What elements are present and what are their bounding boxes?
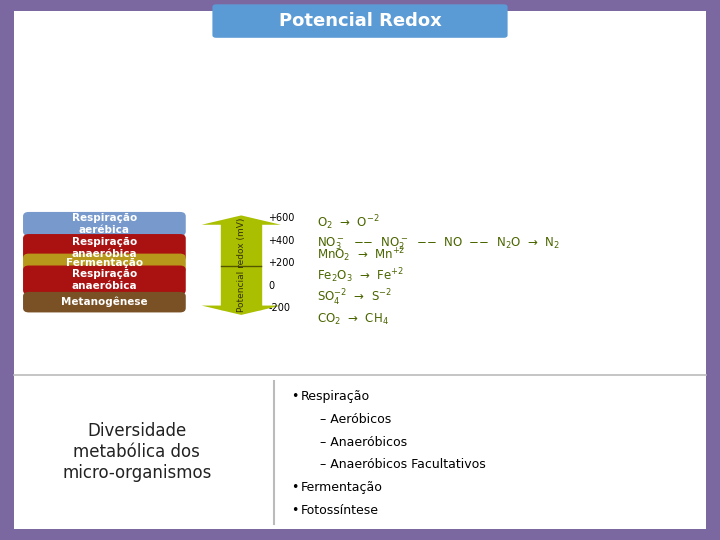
FancyBboxPatch shape [23,266,186,295]
FancyBboxPatch shape [212,4,508,38]
Text: SO$_4^{-2}$  →  S$^{-2}$: SO$_4^{-2}$ → S$^{-2}$ [317,288,392,308]
Text: -200: -200 [269,303,290,313]
Polygon shape [202,215,281,225]
Text: Respiração
anaeróbica: Respiração anaeróbica [71,237,138,259]
Text: •: • [292,481,299,494]
Text: MnO$_2$  →  Mn$^{+2}$: MnO$_2$ → Mn$^{+2}$ [317,245,405,264]
Text: Potencial Redox: Potencial Redox [279,12,441,30]
Text: Diversidade
metabólica dos
micro-organismos: Diversidade metabólica dos micro-organis… [62,422,212,482]
Text: NO$_3^-$  −−  NO$_2^-$  −−  NO  −−  N$_2$O  →  N$_2$: NO$_3^-$ −− NO$_2^-$ −− NO −− N$_2$O → N… [317,235,560,252]
Text: •: • [292,504,299,517]
Text: Fotossíntese: Fotossíntese [301,504,379,517]
Text: Fermentação: Fermentação [301,481,383,494]
FancyBboxPatch shape [23,254,186,273]
FancyBboxPatch shape [23,234,186,261]
Text: +600: +600 [269,213,294,224]
Text: Respiração
aerébica: Respiração aerébica [72,213,137,235]
Text: Fermentação: Fermentação [66,259,143,268]
Text: 0: 0 [269,281,274,291]
Text: – Aeróbicos: – Aeróbicos [320,413,392,426]
Text: +200: +200 [269,258,294,268]
Text: Metanogênese: Metanogênese [61,297,148,307]
Text: Potencial redox (mV): Potencial redox (mV) [237,218,246,312]
Text: Fe$_2$O$_3$  →  Fe$^{+2}$: Fe$_2$O$_3$ → Fe$^{+2}$ [317,266,404,285]
Text: Respiração
anaeróbica: Respiração anaeróbica [71,269,138,291]
Text: – Anaeróbicos: – Anaeróbicos [320,436,408,449]
Polygon shape [202,306,281,315]
Text: – Anaeróbicos Facultativos: – Anaeróbicos Facultativos [320,458,486,471]
Text: •: • [292,390,299,403]
Bar [222,221,261,309]
Text: CO$_2$  →  CH$_4$: CO$_2$ → CH$_4$ [317,312,389,327]
Text: Respiração: Respiração [301,390,370,403]
FancyBboxPatch shape [23,292,186,313]
FancyBboxPatch shape [23,212,186,236]
Text: O$_2$  →  O$^{-2}$: O$_2$ → O$^{-2}$ [317,214,379,232]
FancyBboxPatch shape [14,11,706,529]
Text: +400: +400 [269,236,294,246]
